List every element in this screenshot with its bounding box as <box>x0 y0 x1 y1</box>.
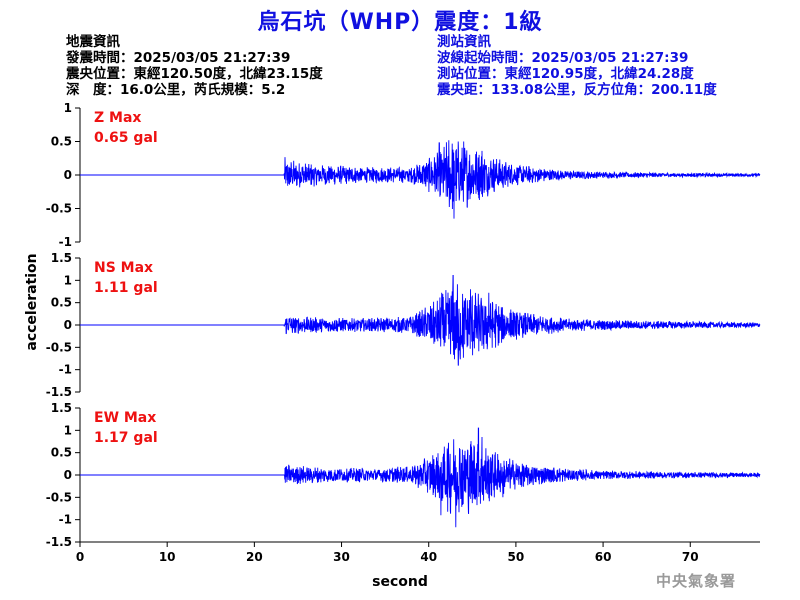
ns-waveform <box>80 274 761 366</box>
station-info-heading: 測站資訊 <box>437 34 491 50</box>
ew-waveform <box>80 427 761 528</box>
ew-y-tick-label: -1.5 <box>46 535 72 549</box>
ew-y-tick-label: 0.5 <box>51 446 72 460</box>
ew-y-tick-label: -0.5 <box>46 490 72 504</box>
z-waveform <box>80 140 761 219</box>
z-max-value: 0.65 gal <box>94 130 158 146</box>
ew-y-tick-label: 1 <box>64 423 72 437</box>
z-max-label: Z Max <box>94 110 141 126</box>
event-info-heading: 地震資訊 <box>66 34 120 50</box>
ns-y-tick-label: 1.5 <box>51 251 72 265</box>
x-tick-label: 60 <box>595 550 612 564</box>
page-title: 烏石坑（WHP）震度：1級 <box>257 10 543 35</box>
ns-y-tick-label: 0 <box>64 318 72 332</box>
epicenter-location: 震央位置：東經120.50度，北緯23.15度 <box>66 66 323 82</box>
origin-time: 發震時間：2025/03/05 21:27:39 <box>66 50 291 66</box>
x-tick-label: 50 <box>508 550 525 564</box>
ew-y-tick-label: 0 <box>64 468 72 482</box>
z-y-tick-label: 1 <box>64 101 72 115</box>
ew-y-tick-label: -1 <box>59 513 72 527</box>
wave-start-time: 波線起始時間：2025/03/05 21:27:39 <box>437 50 689 66</box>
epicentral-distance: 震央距：133.08公里，反方位角：200.11度 <box>437 82 717 98</box>
station-info-block: 測站資訊 波線起始時間：2025/03/05 21:27:39 測站位置：東經1… <box>437 34 717 98</box>
ns-y-tick-label: 1 <box>64 273 72 287</box>
ns-y-tick-label: -1.5 <box>46 385 72 399</box>
ew-y-tick-label: 1.5 <box>51 401 72 415</box>
z-y-tick-label: 0.5 <box>51 135 72 149</box>
x-tick-label: 10 <box>159 550 176 564</box>
x-tick-label: 20 <box>246 550 263 564</box>
ns-max-value: 1.11 gal <box>94 280 158 296</box>
ew-max-label: EW Max <box>94 410 156 426</box>
z-y-tick-label: -0.5 <box>46 202 72 216</box>
ns-y-tick-label: 0.5 <box>51 296 72 310</box>
x-tick-label: 70 <box>682 550 699 564</box>
ns-y-tick-label: -0.5 <box>46 340 72 354</box>
y-axis-title: acceleration <box>24 253 40 350</box>
agency-footer: 中央氣象署 <box>656 572 737 590</box>
ew-max-value: 1.17 gal <box>94 430 158 446</box>
z-y-tick-label: -1 <box>59 235 72 249</box>
x-axis-title: second <box>372 574 428 590</box>
x-tick-label: 40 <box>420 550 437 564</box>
depth-magnitude: 深 度：16.0公里，芮氏規模：5.2 <box>66 82 286 98</box>
station-location: 測站位置：東經120.95度，北緯24.28度 <box>437 66 694 82</box>
z-y-tick-label: 0 <box>64 168 72 182</box>
x-tick-label: 30 <box>333 550 350 564</box>
event-info-block: 地震資訊 發震時間：2025/03/05 21:27:39 震央位置：東經120… <box>66 34 323 98</box>
ns-max-label: NS Max <box>94 260 153 276</box>
ns-y-tick-label: -1 <box>59 363 72 377</box>
x-tick-label: 0 <box>76 550 84 564</box>
